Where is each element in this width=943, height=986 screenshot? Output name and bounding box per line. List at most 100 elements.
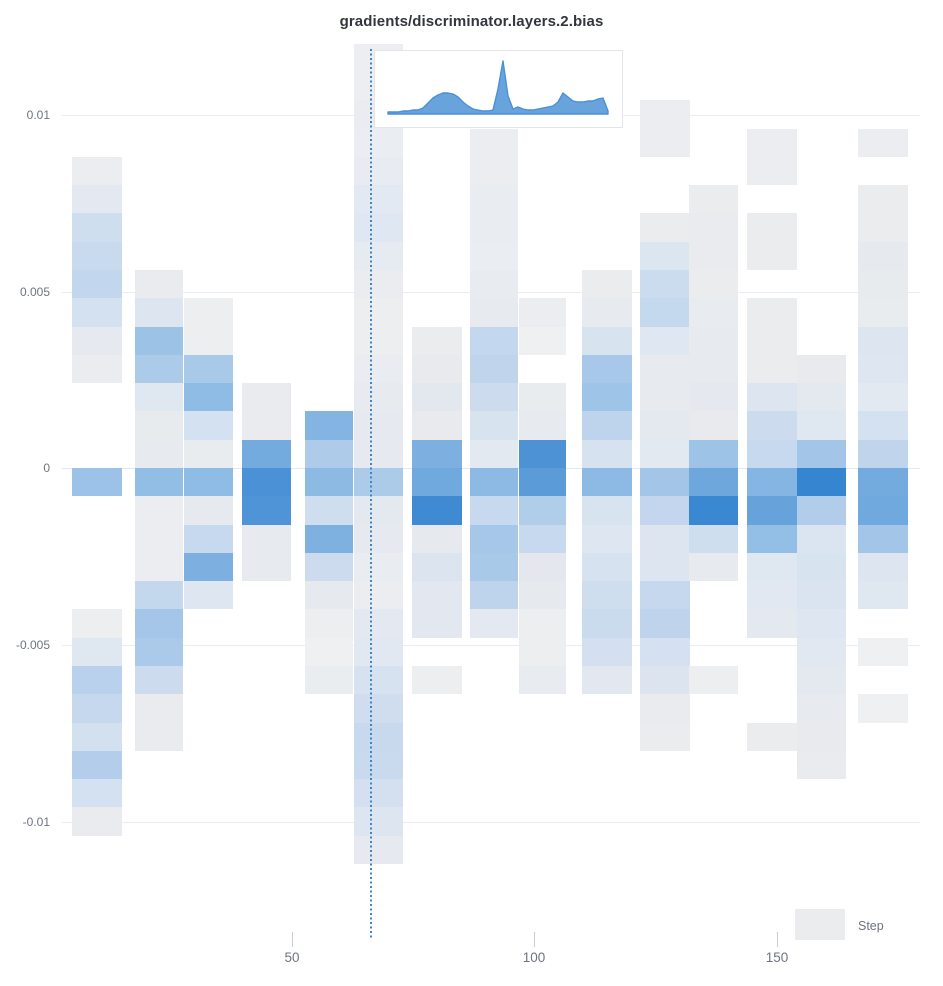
step-marker-line[interactable] — [370, 49, 372, 938]
heatmap-cell — [640, 666, 690, 694]
heatmap-cell — [354, 185, 403, 213]
x-tick-mark — [777, 932, 778, 947]
heatmap-cell — [640, 270, 690, 298]
heatmap-cell — [242, 553, 291, 581]
heatmap-cell — [412, 468, 462, 496]
heatmap-cell — [72, 242, 122, 270]
heatmap-cell — [519, 440, 566, 468]
heatmap-cell — [305, 496, 353, 525]
heatmap-cell — [582, 638, 632, 666]
heatmap-cell — [858, 525, 908, 553]
heatmap-cell — [354, 694, 403, 723]
heatmap-cell — [72, 609, 122, 638]
heatmap-cell — [242, 440, 291, 468]
heatmap-cell — [858, 440, 908, 468]
heatmap-cell — [689, 553, 738, 581]
heatmap-cell — [582, 666, 632, 694]
heatmap-cell — [305, 411, 353, 440]
heatmap-cell — [72, 157, 122, 185]
heatmap-cell — [519, 411, 566, 440]
heatmap-cell — [354, 270, 403, 298]
heatmap-cell — [797, 694, 846, 723]
heatmap-cell — [689, 411, 738, 440]
heatmap-cell — [747, 383, 797, 411]
heatmap-cell — [689, 468, 738, 496]
heatmap-cell — [184, 383, 233, 411]
heatmap-cell — [582, 383, 632, 411]
y-tick-label: 0 — [43, 461, 50, 475]
heatmap-cell — [797, 609, 846, 638]
heatmap-cell — [184, 581, 233, 609]
heatmap-cell — [305, 581, 353, 609]
heatmap-cell — [135, 411, 183, 440]
heatmap-cell — [412, 411, 462, 440]
heatmap-cell — [354, 129, 403, 157]
heatmap-cell — [582, 496, 632, 525]
heatmap-cell — [354, 298, 403, 327]
heatmap-cell — [354, 468, 403, 496]
heatmap-cell — [640, 327, 690, 355]
heatmap-cell — [519, 638, 566, 666]
heatmap-cell — [354, 242, 403, 270]
heatmap-cell — [470, 185, 518, 213]
heatmap-cell — [305, 440, 353, 468]
heatmap-cell — [582, 298, 632, 327]
heatmap-cell — [519, 298, 566, 327]
heatmap-cell — [519, 468, 566, 496]
heatmap-cell — [470, 440, 518, 468]
heatmap-cell — [354, 496, 403, 525]
heatmap-cell — [135, 609, 183, 638]
heatmap-cell — [242, 525, 291, 553]
heatmap-cell — [797, 440, 846, 468]
heatmap-cell — [135, 355, 183, 383]
heatmap-cell — [184, 468, 233, 496]
heatmap-cell — [689, 440, 738, 468]
heatmap-cell — [305, 468, 353, 496]
heatmap-cell — [640, 440, 690, 468]
heatmap-cell — [640, 581, 690, 609]
heatmap-cell — [354, 213, 403, 242]
heatmap-cell — [797, 553, 846, 581]
x-tick-mark — [534, 932, 535, 947]
heatmap-cell — [305, 638, 353, 666]
heatmap-cell — [470, 525, 518, 553]
heatmap-cell — [747, 298, 797, 327]
heatmap-cell — [184, 355, 233, 383]
heatmap-cell — [582, 440, 632, 468]
heatmap-cell — [135, 581, 183, 609]
heatmap-cell — [689, 298, 738, 327]
heatmap-cell — [135, 666, 183, 694]
heatmap-cell — [242, 411, 291, 440]
x-tick-label: 50 — [284, 950, 300, 965]
heatmap-cell — [72, 270, 122, 298]
gridline — [62, 822, 920, 823]
heatmap-cell — [519, 496, 566, 525]
heatmap-cell — [797, 411, 846, 440]
heatmap-cell — [135, 468, 183, 496]
heatmap-cell — [640, 411, 690, 440]
heatmap-cell — [797, 581, 846, 609]
chart-title: gradients/discriminator.layers.2.bias — [339, 13, 604, 30]
x-tick-mark — [292, 932, 293, 947]
distribution-inset — [374, 50, 623, 128]
heatmap-cell — [354, 638, 403, 666]
heatmap-cell — [689, 383, 738, 411]
heatmap-cell — [747, 242, 797, 270]
heatmap-cell — [305, 609, 353, 638]
heatmap-cell — [747, 355, 797, 383]
x-tick-label: 100 — [522, 950, 546, 965]
heatmap-cell — [519, 666, 566, 694]
heatmap-cell — [640, 468, 690, 496]
heatmap-cell — [858, 270, 908, 298]
heatmap-cell — [354, 836, 403, 864]
heatmap-cell — [640, 553, 690, 581]
heatmap-cell — [858, 468, 908, 496]
heatmap-cell — [184, 553, 233, 581]
heatmap-cell — [72, 355, 122, 383]
heatmap-cell — [354, 355, 403, 383]
heatmap-cell — [354, 779, 403, 807]
heatmap-cell — [640, 723, 690, 751]
heatmap-cell — [135, 525, 183, 553]
heatmap-cell — [470, 553, 518, 581]
